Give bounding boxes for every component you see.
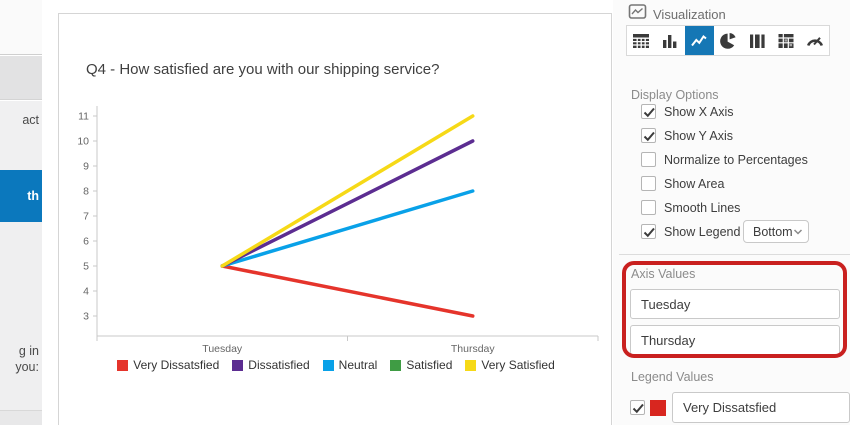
checkbox-show-area[interactable] [641,176,656,191]
svg-text:5: 5 [83,261,89,273]
chart-legend: Very Dissatsfied Dissatisfied Neutral Satis… [59,358,613,372]
legend-label: Very Dissatsfied [133,358,220,372]
option-row-smooth-lines: Smooth Lines [641,200,740,215]
checkbox-smooth-lines[interactable] [641,200,656,215]
chart-window-icon [628,3,647,25]
chart-type-gauge-icon[interactable] [800,26,829,55]
line-chart: 3 4 5 6 7 8 9 10 11 Tuesday Thursday [77,106,599,354]
sidebar-item[interactable]: act [0,101,42,170]
svg-text:3: 3 [83,311,89,323]
series-color-swatch[interactable] [650,399,666,416]
legend-swatch [232,359,244,371]
legend-swatch [322,359,334,371]
series-line-dissatisfied [220,139,475,268]
display-options-label: Display Options [631,88,719,102]
option-label: Smooth Lines [664,200,741,215]
legend-swatch [390,359,402,371]
svg-text:4: 4 [83,286,89,298]
series-line-neutral [220,189,475,268]
axis-value-input-1[interactable] [630,289,840,319]
legend-label: Very Satisfied [481,358,555,372]
option-label: Show Legend [664,224,741,239]
legend-label: Dissatisfied [248,358,310,372]
svg-text:9: 9 [83,161,89,173]
legend-label: Neutral [338,358,378,372]
chart-type-columns-icon[interactable] [742,26,771,55]
legend-item: Satisfied [390,358,452,372]
svg-text:Tuesday: Tuesday [202,343,243,354]
option-row-show-y-axis: Show Y Axis [641,128,733,143]
axis-value-input-2[interactable] [630,325,840,355]
svg-text:Thursday: Thursday [451,343,496,354]
svg-text:6: 6 [83,236,89,248]
legend-values-label: Legend Values [631,370,714,384]
legend-item: Very Satisfied [465,358,555,372]
checkbox-show-legend[interactable] [641,224,656,239]
sidebar-item-label: you: [15,360,39,374]
svg-text:8: 8 [83,186,89,198]
legend-position-dropdown[interactable]: Bottom [743,220,809,243]
legend-item: Dissatisfied [232,358,310,372]
legend-value-input[interactable] [672,392,850,423]
question-list-sidebar: act th g in you: [0,0,42,425]
legend-position-value: Bottom [753,224,793,239]
axis-values-label: Axis Values [631,267,696,281]
chart-type-pivot-table-icon[interactable] [771,26,800,55]
panel-header: Visualization [628,3,726,25]
panel-divider [619,254,850,255]
sidebar-block [0,0,42,55]
chart-type-toolbar [626,25,830,56]
option-label: Show Y Axis [664,128,734,143]
legend-item: Neutral [322,358,378,372]
legend-item: Very Dissatsfied [117,358,219,372]
option-row-normalize-to-percentages: Normalize to Percentages [641,152,808,167]
svg-text:11: 11 [78,111,89,123]
option-label: Show X Axis [664,104,734,119]
legend-value-row [630,392,850,423]
chart-type-line-chart-icon[interactable] [684,26,714,55]
option-label: Show Area [664,176,725,191]
legend-swatch [117,359,129,371]
chart-type-bar-chart-icon[interactable] [656,26,685,55]
chart-type-pie-chart-icon[interactable] [714,26,743,55]
sidebar-item[interactable]: g in you: [0,222,42,410]
chart-card: Q4 - How satisfied are you with our ship… [58,13,612,425]
checkbox-show-x-axis[interactable] [641,104,656,119]
option-row-show-x-axis: Show X Axis [641,104,733,119]
sidebar-block [0,410,42,425]
sidebar-item-selected[interactable]: th [0,170,42,222]
option-row-show-legend: Show Legend [641,224,740,239]
panel-title: Visualization [653,6,726,22]
svg-text:10: 10 [77,136,89,148]
sidebar-item-label: g in [18,344,39,358]
series-line-very-dissatsfied [220,264,475,318]
series-line-very-satisfied [220,114,475,268]
legend-label: Satisfied [406,358,453,372]
checkbox-normalize-to-percentages[interactable] [641,152,656,167]
checkbox-show-y-axis[interactable] [641,128,656,143]
chevron-down-icon [793,223,803,241]
chart-type-table-icon[interactable] [627,26,656,55]
sidebar-block [0,56,42,100]
svg-text:7: 7 [83,211,89,223]
legend-swatch [465,359,477,371]
option-row-show-area: Show Area [641,176,724,191]
sidebar-item-label: act [22,113,39,127]
sidebar-item-label: th [27,189,39,203]
option-label: Normalize to Percentages [664,152,808,167]
chart-title: Q4 - How satisfied are you with our ship… [86,61,440,78]
legend-value-checkbox[interactable] [630,400,645,415]
visualization-panel: Visualization Display Options Show X Axi… [613,0,850,425]
